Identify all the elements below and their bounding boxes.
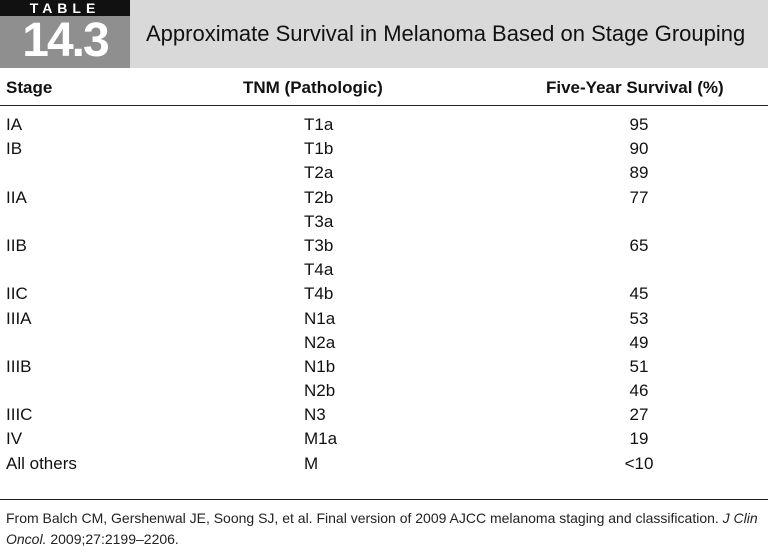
tnm-cell: T4b: [304, 284, 334, 304]
table-row: N2a 49: [0, 331, 768, 355]
stage-cell: IB: [6, 139, 23, 159]
footnote-citation: From Balch CM, Gershenwal JE, Soong SJ, …: [6, 510, 723, 526]
survival-cell: 65: [629, 235, 649, 255]
stage-cell: IIIC: [6, 405, 33, 425]
tnm-cell: M1a: [304, 429, 338, 449]
table-row: IIIA N1a 53: [0, 307, 768, 331]
stage-cell: IV: [6, 429, 23, 449]
table-badge-word: TABLE: [0, 0, 130, 16]
tnm-cell: T2a: [304, 163, 334, 183]
table-badge-number: 14.3: [22, 14, 109, 67]
header-divider: [0, 105, 768, 106]
column-header-stage: Stage: [6, 78, 53, 97]
footer-divider: [0, 499, 768, 500]
tnm-cell: T3a: [304, 211, 334, 231]
stage-cell: IA: [6, 115, 23, 134]
tnm-cell: M: [304, 453, 319, 473]
survival-cell: 49: [629, 332, 649, 352]
table-header-bar: TABLE 14.3 Approximate Survival in Melan…: [0, 0, 768, 68]
tnm-cell: N2a: [304, 332, 336, 352]
table-row: All others M <10: [0, 452, 768, 476]
tnm-cell: T4a: [304, 260, 334, 280]
stage-cell: IIC: [6, 284, 28, 304]
table-row: IV M1a 19: [0, 427, 768, 451]
tnm-cell: T3b: [304, 235, 334, 255]
footnote-journal: J Clin Oncol.: [6, 510, 758, 547]
survival-cell: 51: [629, 356, 649, 376]
survival-cell: 77: [629, 187, 649, 207]
tnm-cell: N1a: [304, 308, 336, 328]
stage-cell: All others: [6, 453, 77, 473]
table-row: T3a: [0, 210, 768, 234]
survival-cell: <10: [624, 453, 654, 473]
stage-cell: IIIB: [6, 356, 32, 376]
table-row: N2b 46: [0, 379, 768, 403]
survival-cell: 90: [629, 139, 649, 159]
table-row: IIB T3b 65: [0, 234, 768, 258]
column-header-tnm: TNM (Pathologic): [243, 78, 383, 97]
footnote-details: 2009;27:2199–2206.: [46, 531, 179, 547]
table-row: IIIB N1b 51: [0, 355, 768, 379]
stage-cell: IIIA: [6, 308, 32, 328]
table-row: IIA T2b 77: [0, 186, 768, 210]
survival-cell: 95: [629, 115, 649, 134]
table-row: IIIC N3 27: [0, 403, 768, 427]
table-row: IB T1b 90: [0, 137, 768, 161]
table-row: IIC T4b 45: [0, 282, 768, 306]
survival-cell: 19: [629, 429, 649, 449]
tnm-cell: N3: [304, 405, 326, 425]
stage-cell: IIA: [6, 187, 27, 207]
survival-cell: 53: [629, 308, 649, 328]
survival-cell: 45: [629, 284, 649, 304]
tnm-cell: N2b: [304, 381, 336, 401]
column-header-survival: Five-Year Survival (%): [546, 78, 724, 97]
table-row: T2a 89: [0, 161, 768, 185]
survival-cell: 27: [629, 405, 649, 425]
survival-cell: 46: [629, 381, 649, 401]
table-number-badge: TABLE 14.3: [0, 0, 130, 68]
survival-cell: 89: [629, 163, 649, 183]
table-body: IA T1a 95 IB T1b 90 T2a 89 IIA T2b 77 T3…: [0, 113, 768, 476]
table-row: IA T1a 95: [0, 113, 768, 137]
table-row: T4a: [0, 258, 768, 282]
tnm-cell: T2b: [304, 187, 334, 207]
tnm-cell: N1b: [304, 356, 336, 376]
tnm-cell: T1b: [304, 139, 334, 159]
source-footnote: From Balch CM, Gershenwal JE, Soong SJ, …: [6, 508, 762, 550]
tnm-cell: T1a: [304, 115, 334, 134]
table-title: Approximate Survival in Melanoma Based o…: [146, 21, 746, 46]
stage-cell: IIB: [6, 235, 27, 255]
